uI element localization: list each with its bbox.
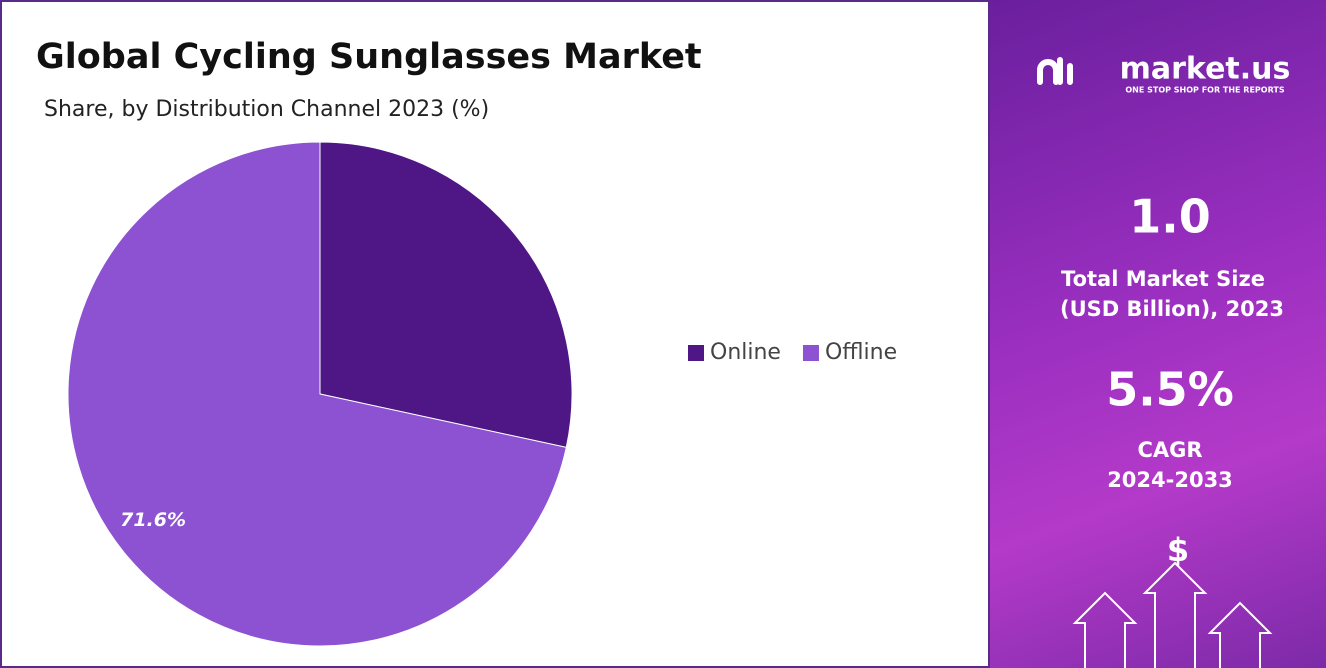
logo-mark (1037, 57, 1073, 85)
tagline: ONE STOP SHOP FOR THE REPORTS (1125, 86, 1284, 95)
pie-slice (319, 141, 573, 449)
brand: market.us (1120, 52, 1291, 87)
side-panel (990, 0, 1326, 668)
dollar-icon: $ (1167, 531, 1189, 569)
cagr-label: 2024-2033 (1107, 468, 1233, 492)
market-size: 1.0 (1129, 190, 1211, 244)
legend-swatch (688, 345, 704, 361)
cagr-label: CAGR (1137, 438, 1202, 462)
arrow (1072, 591, 1138, 668)
arrow (1207, 601, 1273, 668)
chart-title: Global Cycling Sunglasses Market (36, 37, 702, 77)
legend-swatch (802, 345, 819, 361)
data-label: 71.6% (120, 509, 186, 531)
cagr: 5.5% (1106, 363, 1234, 417)
market-size-label: (USD Billion), 2023 (1060, 297, 1284, 321)
market-size-label: Total Market Size (1061, 267, 1265, 291)
pie-slice (67, 141, 567, 647)
logo: market.us ONE STOP SHOP FOR THE REPORTS (1037, 52, 1291, 95)
legend-label: Online (710, 340, 781, 365)
arrow (1142, 561, 1208, 668)
chart-subtitle: Share, by Distribution Channel 2023 (%) (44, 97, 489, 122)
arrows (1072, 561, 1273, 668)
legend-label: Offline (825, 340, 897, 365)
